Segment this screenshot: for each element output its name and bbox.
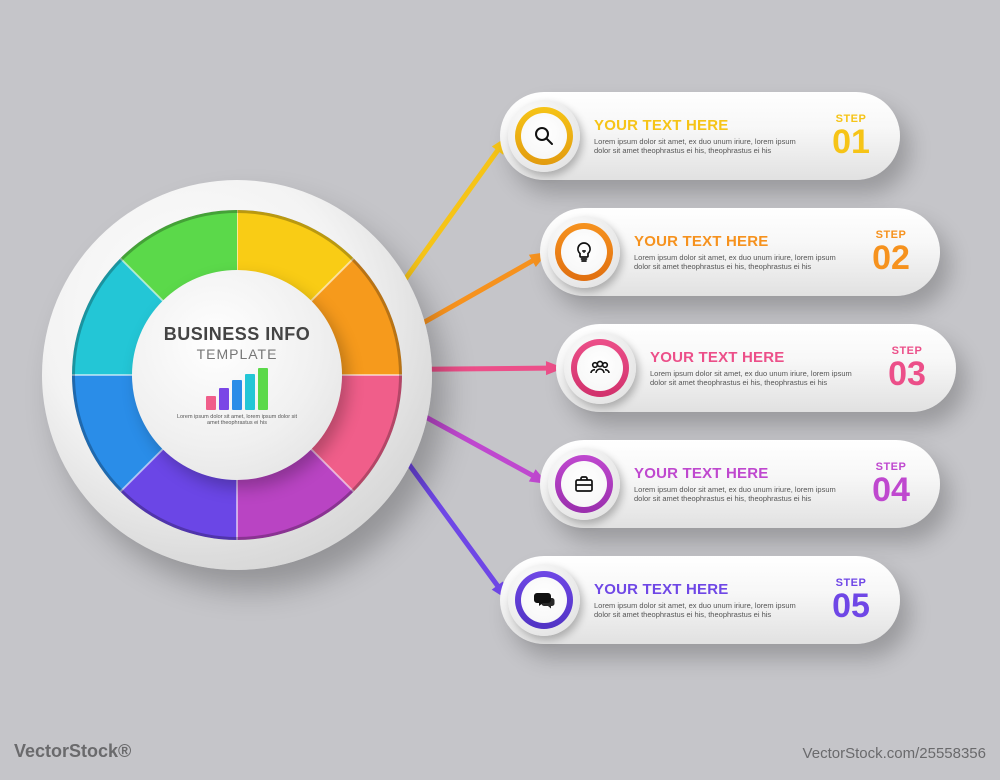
watermark-left: VectorStock®: [14, 741, 131, 762]
step-desc-01: Lorem ipsum dolor sit amet, ex duo unum …: [594, 137, 804, 156]
step-icon-circle-04: [548, 448, 620, 520]
chat-icon: [532, 588, 556, 612]
mini-bar-1: [206, 396, 216, 410]
step-body-05: YOUR TEXT HERE Lorem ipsum dolor sit amet…: [580, 581, 816, 620]
central-title: BUSINESS INFO: [164, 324, 311, 345]
step-number-02: 02: [856, 241, 926, 275]
infographic-stage: BUSINESS INFO TEMPLATE Lorem ipsum dolor…: [0, 0, 1000, 780]
step-pill-02: YOUR TEXT HERE Lorem ipsum dolor sit amet…: [540, 208, 940, 296]
step-pill-05: YOUR TEXT HERE Lorem ipsum dolor sit amet…: [500, 556, 900, 644]
step-title-05: YOUR TEXT HERE: [594, 581, 816, 598]
step-number-03: 03: [872, 357, 942, 391]
step-number-05: 05: [816, 589, 886, 623]
step-body-01: YOUR TEXT HERE Lorem ipsum dolor sit amet…: [580, 117, 816, 156]
step-icon-circle-01: [508, 100, 580, 172]
step-icon-circle-05: [508, 564, 580, 636]
step-pill-04: YOUR TEXT HERE Lorem ipsum dolor sit amet…: [540, 440, 940, 528]
step-number-block-04: STEP04: [856, 461, 926, 507]
step-title-04: YOUR TEXT HERE: [634, 465, 856, 482]
step-icon-circle-02: [548, 216, 620, 288]
step-number-block-01: STEP01: [816, 113, 886, 159]
step-title-01: YOUR TEXT HERE: [594, 117, 816, 134]
mini-bar-chart: [206, 368, 268, 410]
step-number-01: 01: [816, 125, 886, 159]
step-pill-03: YOUR TEXT HERE Lorem ipsum dolor sit amet…: [556, 324, 956, 412]
center-inner-disc: BUSINESS INFO TEMPLATE Lorem ipsum dolor…: [132, 270, 342, 480]
mini-bar-4: [245, 374, 255, 410]
mini-bar-3: [232, 380, 242, 410]
briefcase-icon: [572, 472, 596, 496]
step-body-02: YOUR TEXT HERE Lorem ipsum dolor sit amet…: [620, 233, 856, 272]
step-body-04: YOUR TEXT HERE Lorem ipsum dolor sit amet…: [620, 465, 856, 504]
mini-bar-2: [219, 388, 229, 410]
step-body-03: YOUR TEXT HERE Lorem ipsum dolor sit amet…: [636, 349, 872, 388]
step-title-02: YOUR TEXT HERE: [634, 233, 856, 250]
step-number-block-05: STEP05: [816, 577, 886, 623]
central-footer-text: Lorem ipsum dolor sit amet, lorem ipsum …: [172, 414, 302, 426]
step-number-block-03: STEP03: [872, 345, 942, 391]
watermark-right: VectorStock.com/25558356: [803, 745, 986, 762]
step-number-04: 04: [856, 473, 926, 507]
central-circle: BUSINESS INFO TEMPLATE Lorem ipsum dolor…: [42, 180, 432, 570]
central-subtitle: TEMPLATE: [197, 346, 278, 362]
lightbulb-icon: [572, 240, 596, 264]
step-number-block-02: STEP02: [856, 229, 926, 275]
step-pill-01: YOUR TEXT HERE Lorem ipsum dolor sit amet…: [500, 92, 900, 180]
search-icon: [532, 124, 556, 148]
step-desc-03: Lorem ipsum dolor sit amet, ex duo unum …: [650, 369, 860, 388]
step-desc-04: Lorem ipsum dolor sit amet, ex duo unum …: [634, 485, 844, 504]
step-title-03: YOUR TEXT HERE: [650, 349, 872, 366]
mini-bar-5: [258, 368, 268, 410]
people-icon: [588, 356, 612, 380]
step-icon-circle-03: [564, 332, 636, 404]
step-desc-02: Lorem ipsum dolor sit amet, ex duo unum …: [634, 253, 844, 272]
step-desc-05: Lorem ipsum dolor sit amet, ex duo unum …: [594, 601, 804, 620]
